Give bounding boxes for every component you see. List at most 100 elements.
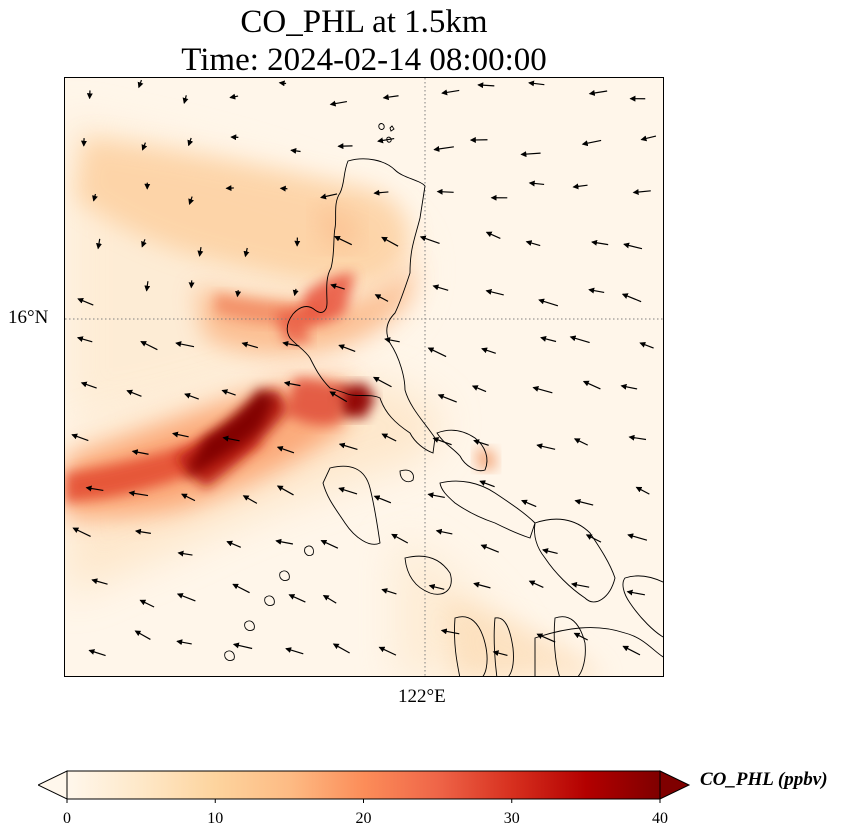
wind-arrow <box>377 137 395 144</box>
wind-arrow <box>275 538 294 545</box>
colorbar-extend-min <box>38 770 68 800</box>
wind-arrow <box>436 188 454 195</box>
wind-arrow <box>432 284 449 291</box>
wind-arrow <box>585 534 602 543</box>
colorbar-tick-label: 10 <box>207 810 224 827</box>
wind-arrow <box>243 247 250 258</box>
wind-arrow <box>177 550 193 557</box>
wind-arrow <box>235 290 242 298</box>
colorbar-tick-label: 0 <box>63 810 71 827</box>
wind-arrow <box>373 189 389 196</box>
wind-arrow <box>588 287 605 294</box>
wind-arrow <box>525 240 541 247</box>
wind-arrow <box>197 247 204 257</box>
wind-arrow <box>172 431 189 438</box>
wind-arrow <box>520 151 541 158</box>
wind-arrow <box>574 498 594 506</box>
wind-arrow <box>427 347 447 358</box>
wind-arrow <box>92 193 98 202</box>
wind-arrow <box>334 236 353 246</box>
wind-arrow <box>382 94 399 101</box>
wind-arrow <box>278 80 287 87</box>
wind-arrow <box>85 485 104 492</box>
wind-arrow <box>591 239 609 246</box>
co-concentration-field <box>65 118 603 676</box>
wind-arrow <box>221 389 236 396</box>
wind-arrow <box>381 236 399 247</box>
wind-arrow <box>536 443 556 450</box>
wind-arrow <box>288 594 306 603</box>
colorbar-tick-label: 20 <box>355 810 372 827</box>
wind-arrow <box>433 145 454 152</box>
wind-arrow <box>492 650 508 657</box>
map-canvas <box>65 78 663 676</box>
wind-arrow <box>427 492 445 499</box>
wind-arrow <box>538 298 559 307</box>
wind-arrow <box>440 628 460 635</box>
wind-arrow <box>242 495 258 504</box>
wind-arrow <box>329 391 348 403</box>
wind-arrow <box>540 335 557 343</box>
wind-arrow <box>437 393 457 403</box>
wind-arrow <box>241 341 259 349</box>
wind-arrow <box>572 183 588 190</box>
wind-arrow <box>181 493 196 502</box>
wind-arrow <box>640 135 657 142</box>
wind-arrow <box>175 341 195 348</box>
wind-arrow <box>141 239 147 248</box>
wind-arrow <box>528 80 545 87</box>
colorbar-label: CO_PHL (ppbv) <box>700 769 828 790</box>
wind-arrow <box>432 437 452 446</box>
wind-arrow <box>378 646 397 656</box>
wind-arrow <box>134 630 151 640</box>
latitude-tick-label: 16°N <box>8 307 49 328</box>
wind-arrow <box>320 193 338 200</box>
wind-arrow <box>620 383 638 390</box>
map-title-line1: CO_PHL at 1.5km <box>240 4 488 40</box>
wind-arrow <box>141 142 148 151</box>
wind-arrow <box>338 344 356 352</box>
wind-arrow <box>536 633 556 643</box>
wind-arrow <box>184 392 199 400</box>
wind-arrow <box>229 93 239 100</box>
wind-arrow <box>76 336 93 343</box>
wind-arrow <box>176 593 196 602</box>
map-panel <box>64 77 664 677</box>
wind-arrow <box>320 539 339 549</box>
wind-arrow <box>139 599 155 608</box>
colorbar-tick-label: 30 <box>503 810 520 827</box>
wind-arrow <box>569 335 590 344</box>
map-gridlines <box>65 78 663 676</box>
wind-arrow <box>282 340 300 347</box>
wind-arrow <box>381 433 397 442</box>
wind-arrow <box>632 189 651 196</box>
wind-arrow <box>471 385 487 393</box>
wind-arrow <box>338 442 358 451</box>
wind-arrow <box>80 381 97 389</box>
wind-arrow <box>628 434 647 441</box>
wind-arrow <box>581 139 602 147</box>
wind-arrow <box>338 486 358 495</box>
wind-arrow <box>276 445 295 454</box>
colorbar-tick-label: 40 <box>652 810 668 827</box>
wind-arrow <box>428 583 445 590</box>
wind-arrow <box>329 100 348 107</box>
colorbar <box>38 770 691 803</box>
wind-arrow <box>635 486 650 495</box>
wind-arrow <box>330 283 345 290</box>
wind-arrow <box>479 480 495 488</box>
wind-arrow <box>626 589 645 596</box>
wind-vector-field <box>71 79 657 657</box>
wind-arrow <box>570 581 590 588</box>
wind-arrow <box>292 288 299 297</box>
wind-arrow <box>435 528 453 535</box>
coastlines <box>224 123 663 676</box>
wind-arrow <box>391 533 409 544</box>
wind-arrow <box>140 340 158 351</box>
wind-arrow <box>144 281 151 292</box>
wind-arrow <box>521 499 537 508</box>
wind-arrow <box>322 594 337 604</box>
wind-arrow <box>71 433 89 442</box>
wind-arrow <box>134 528 151 535</box>
wind-arrow <box>441 89 460 96</box>
